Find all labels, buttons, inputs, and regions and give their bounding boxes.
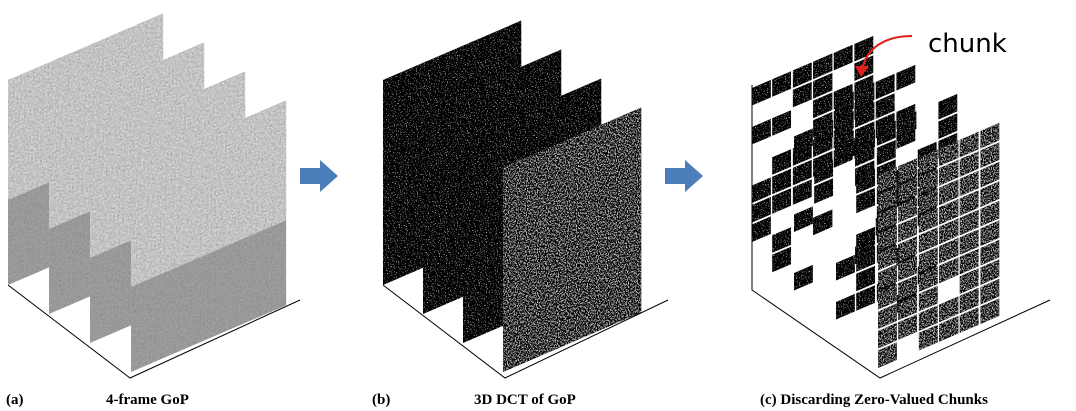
- callout-text: chunk: [928, 29, 1007, 59]
- chunk: [794, 265, 813, 290]
- chunk: [834, 45, 853, 70]
- chunk: [814, 210, 833, 235]
- arrow: [665, 160, 703, 192]
- chunk: [773, 71, 792, 96]
- caption-label: (b): [372, 392, 390, 408]
- caption: 4-frame GoP: [106, 392, 189, 408]
- chunk: [773, 110, 792, 135]
- caption: 3D DCT of GoP: [474, 392, 576, 408]
- frames: [8, 13, 999, 372]
- chunk-frame: [794, 65, 915, 310]
- chunk: [752, 119, 771, 144]
- caption-label: (a): [6, 392, 24, 408]
- chunk: [836, 294, 855, 319]
- arrow: [300, 160, 338, 192]
- chunk-frame: [752, 36, 873, 281]
- figure: chunk (a) 4-frame GoP (b) 3D DCT of GoP …: [0, 0, 1076, 411]
- chunk: [794, 207, 813, 232]
- chunk: [752, 80, 771, 105]
- chunk: [897, 65, 916, 90]
- caption: (c) Discarding Zero-Valued Chunks: [760, 392, 988, 408]
- chunk: [836, 255, 855, 280]
